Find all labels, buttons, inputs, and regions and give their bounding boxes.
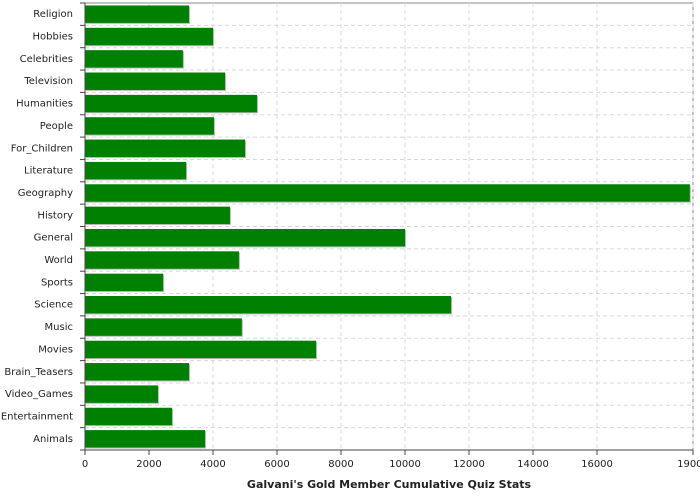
bar [85,5,189,23]
bar [85,94,257,113]
x-tick-label: 0 [82,459,88,470]
y-tick-label: Entertainment [1,411,73,422]
bar [85,273,164,292]
y-tick-label: Literature [24,166,73,177]
y-tick-label: Hobbies [33,32,73,43]
bar [85,251,239,269]
y-tick-label: Religion [33,9,73,20]
y-tick-label: Video_Games [5,389,73,400]
x-tick-label: 16000 [581,459,613,470]
bar [85,296,452,314]
bar [85,72,225,90]
x-tick-label: 19000 [677,459,700,470]
y-tick-label: Geography [18,188,73,199]
x-tick-label: 14000 [517,459,549,470]
bar [85,340,317,359]
x-tick-label: 4000 [200,459,225,470]
bar [85,139,245,157]
y-tick-label: Television [23,76,73,87]
y-tick-label: Animals [33,434,73,445]
bar [85,50,183,68]
x-tick-label: 8000 [328,459,353,470]
bar [85,318,242,336]
bar [85,363,189,381]
bar [85,206,230,225]
y-tick-label: Brain_Teasers [4,367,73,378]
bar [85,228,405,247]
y-tick-label: Music [45,322,73,333]
bar [85,117,214,135]
bar [85,184,690,202]
y-tick-label: World [44,255,73,266]
bar [85,27,213,46]
bar [85,407,173,426]
x-tick-label: 2000 [136,459,161,470]
y-tick-label: Movies [38,344,73,355]
y-tick-label: General [34,233,73,244]
x-tick-label: 10000 [389,459,421,470]
bar [85,385,158,403]
bar [85,161,187,180]
y-tick-label: For_Children [11,143,73,154]
y-tick-label: Sports [41,277,73,288]
y-tick-label: Science [34,300,73,311]
y-tick-label: History [37,210,73,221]
y-tick-label: Humanities [16,99,73,110]
x-tick-label: 12000 [453,459,485,470]
y-tick-label: Celebrities [20,54,73,65]
bar [85,430,205,448]
x-axis-title: Galvani's Gold Member Cumulative Quiz St… [247,478,532,491]
y-tick-label: People [40,121,73,132]
x-tick-label: 6000 [264,459,289,470]
